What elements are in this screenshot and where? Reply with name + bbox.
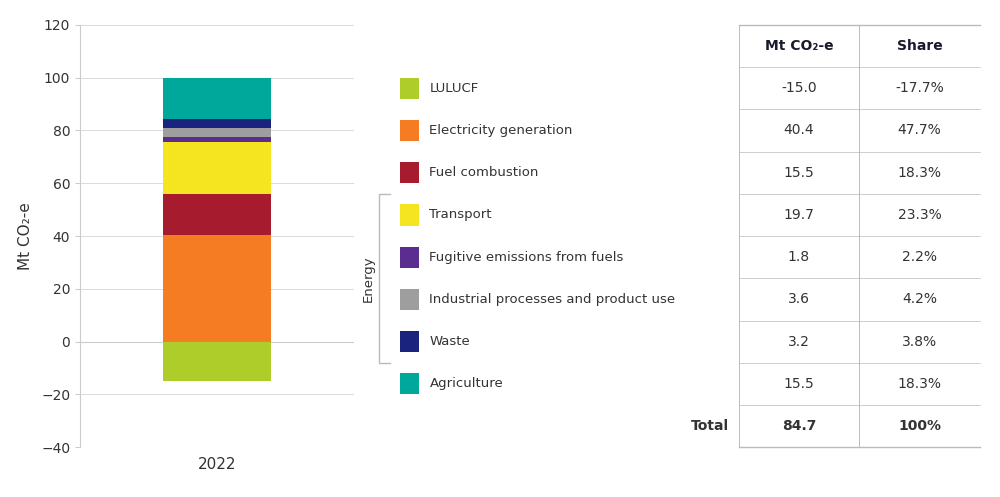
Text: LULUCF: LULUCF	[429, 82, 479, 95]
Text: 1.8: 1.8	[788, 250, 810, 264]
Bar	[400, 331, 419, 352]
Text: 47.7%: 47.7%	[898, 123, 942, 138]
Text: Share: Share	[897, 39, 943, 53]
Text: Mt CO₂-e: Mt CO₂-e	[765, 39, 833, 53]
Bar	[400, 120, 419, 141]
Text: 2.2%: 2.2%	[902, 250, 937, 264]
Text: Agriculture: Agriculture	[429, 377, 503, 391]
Text: 18.3%: 18.3%	[898, 377, 942, 391]
Bar	[163, 119, 271, 128]
Bar	[163, 128, 271, 137]
Bar	[400, 162, 419, 183]
Text: 3.8%: 3.8%	[902, 334, 937, 349]
Text: Industrial processes and product use: Industrial processes and product use	[429, 293, 676, 306]
Text: Fuel combustion: Fuel combustion	[429, 166, 539, 179]
Y-axis label: Mt CO₂-e: Mt CO₂-e	[18, 202, 33, 270]
Text: -15.0: -15.0	[781, 81, 817, 95]
Text: 23.3%: 23.3%	[898, 208, 942, 222]
Text: 18.3%: 18.3%	[898, 166, 942, 180]
Text: -17.7%: -17.7%	[895, 81, 944, 95]
Bar	[400, 289, 419, 310]
Bar	[163, 79, 271, 119]
Text: 3.2: 3.2	[788, 334, 810, 349]
Bar	[163, 142, 271, 194]
Text: Energy: Energy	[362, 255, 375, 302]
Text: 19.7: 19.7	[783, 208, 814, 222]
Bar	[400, 78, 419, 99]
Bar	[163, 235, 271, 342]
Bar	[163, 137, 271, 142]
Bar	[400, 373, 419, 395]
Text: 40.4: 40.4	[784, 123, 814, 138]
Text: Fugitive emissions from fuels: Fugitive emissions from fuels	[429, 250, 624, 264]
Text: 4.2%: 4.2%	[902, 292, 937, 307]
Text: Transport: Transport	[429, 208, 492, 222]
Bar	[163, 342, 271, 381]
Text: Waste: Waste	[429, 335, 470, 348]
Text: 15.5: 15.5	[784, 166, 814, 180]
Bar	[400, 204, 419, 226]
Text: Total: Total	[691, 419, 729, 433]
Text: 84.7: 84.7	[782, 419, 816, 433]
Text: Electricity generation: Electricity generation	[429, 124, 573, 137]
Text: 100%: 100%	[898, 419, 941, 433]
Bar	[400, 247, 419, 268]
Text: 3.6: 3.6	[788, 292, 810, 307]
Bar	[163, 194, 271, 235]
Text: 15.5: 15.5	[784, 377, 814, 391]
